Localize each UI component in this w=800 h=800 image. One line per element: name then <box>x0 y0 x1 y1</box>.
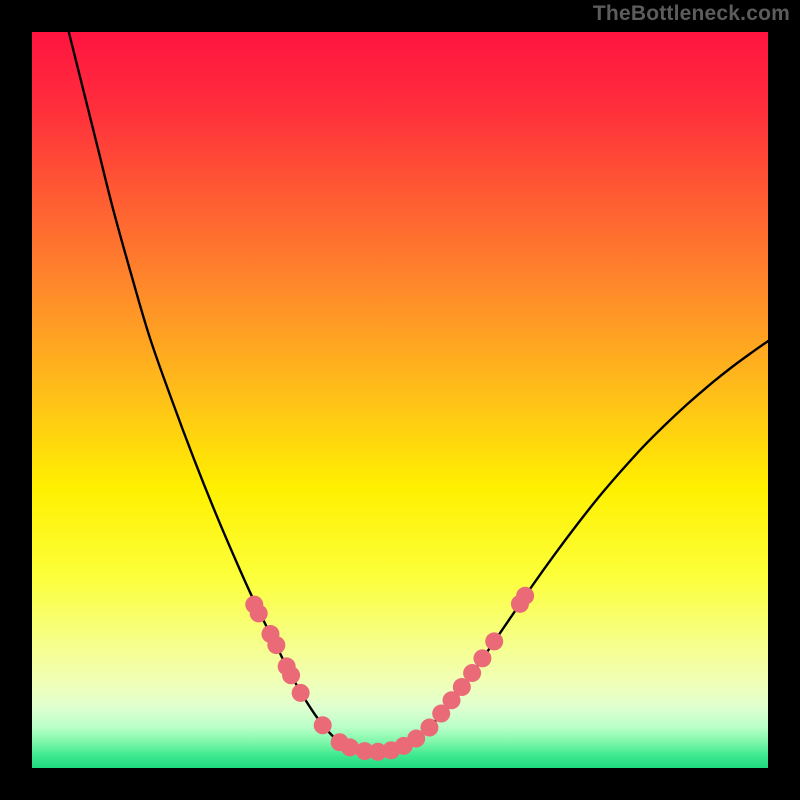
chart-stage: TheBottleneck.com <box>0 0 800 800</box>
watermark-text: TheBottleneck.com <box>593 2 790 26</box>
scatter-point <box>473 649 491 667</box>
scatter-point <box>282 666 300 684</box>
scatter-point <box>516 587 534 605</box>
plot-background-gradient <box>32 32 768 768</box>
scatter-point <box>314 716 332 734</box>
scatter-point <box>485 632 503 650</box>
scatter-point <box>420 719 438 737</box>
scatter-point <box>250 604 268 622</box>
scatter-point <box>267 636 285 654</box>
bottleneck-curve-chart <box>0 0 800 800</box>
scatter-point <box>292 684 310 702</box>
scatter-point <box>463 664 481 682</box>
